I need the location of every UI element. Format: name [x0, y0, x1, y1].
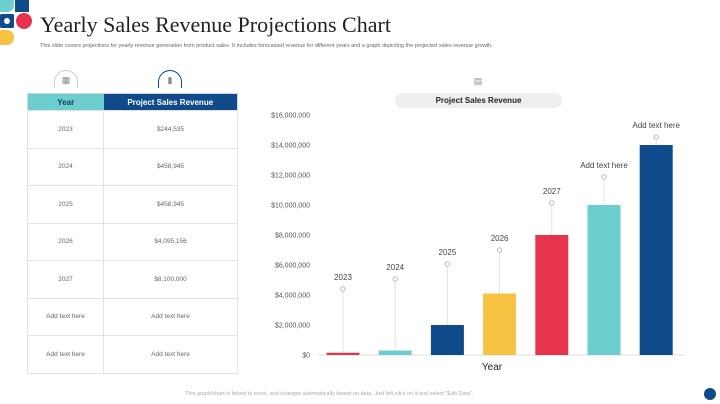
logo-square-yellow: [0, 30, 14, 45]
bar: [639, 145, 673, 355]
footer-note: This graph/chart is linked to excel, and…: [185, 391, 474, 397]
y-tick-label: $16,000,000: [271, 113, 310, 120]
logo-circle-red: [16, 13, 32, 29]
year-cell: 2026: [27, 222, 104, 261]
data-label: 2023: [334, 273, 352, 282]
leader-dot: [653, 134, 659, 140]
y-tick-label: $0: [302, 353, 310, 360]
table-row: 2027 $8,100,000: [27, 260, 238, 299]
data-label: 2026: [491, 234, 509, 243]
data-label: Add text here: [580, 161, 628, 170]
y-tick-label: $2,000,000: [275, 323, 310, 330]
bar: [587, 205, 621, 355]
leader-dot: [549, 200, 555, 206]
chart-title: Project Sales Revenue: [395, 93, 562, 108]
header-revenue: Project Sales Revenue: [103, 93, 238, 111]
calendar-icon: ▦: [54, 70, 78, 88]
leader-dot: [392, 276, 398, 282]
header-year: Year: [27, 93, 104, 111]
y-tick-label: $14,000,000: [271, 143, 310, 150]
table-row: 2025 $458,945: [27, 185, 238, 224]
y-tick-label: $10,000,000: [271, 203, 310, 210]
table-row: 2023 $244,535: [27, 110, 238, 149]
bar: [430, 325, 464, 355]
page-subtitle: This slide covers projections for yearly…: [40, 43, 493, 49]
data-label: 2025: [439, 248, 457, 257]
revenue-table: Year Project Sales Revenue 2023 $244,535 2…: [27, 93, 238, 374]
page-title: Yearly Sales Revenue Projections Chart: [40, 12, 391, 37]
data-label: 2024: [386, 263, 404, 272]
bar: [535, 235, 569, 355]
revenue-cell: Add text here: [103, 335, 238, 374]
table-row: Add text here Add text here: [27, 335, 238, 374]
y-tick-label: $4,000,000: [275, 293, 310, 300]
leader-dot: [340, 286, 346, 292]
page-dot: [704, 388, 716, 400]
y-tick-label: $8,000,000: [275, 233, 310, 240]
revenue-cell: $458,945: [103, 147, 238, 186]
logo-square-teal: [0, 0, 14, 12]
y-tick-label: $6,000,000: [275, 263, 310, 270]
data-label: 2027: [543, 187, 561, 196]
bar: [378, 350, 412, 355]
leader-dot: [497, 247, 503, 253]
leader-dot: [444, 261, 450, 267]
bar: [326, 352, 360, 355]
leader-dot: [601, 174, 607, 180]
year-cell: Add text here: [27, 297, 104, 336]
bar: [483, 293, 517, 355]
year-cell: 2025: [27, 185, 104, 224]
logo-ring-blue: [0, 14, 14, 28]
year-cell: 2027: [27, 260, 104, 299]
revenue-cell: $244,535: [103, 110, 238, 149]
table-row: 2026 $4,095,156: [27, 222, 238, 261]
chart-icon: ▤: [473, 76, 483, 86]
y-tick-label: $12,000,000: [271, 173, 310, 180]
bar-chart-icon: ▮: [158, 70, 182, 88]
data-label: Add text here: [632, 121, 680, 130]
x-axis-label: Year: [482, 362, 503, 373]
year-cell: 2023: [27, 110, 104, 149]
revenue-cell: $458,945: [103, 185, 238, 224]
logo-square-blue: [15, 0, 29, 12]
